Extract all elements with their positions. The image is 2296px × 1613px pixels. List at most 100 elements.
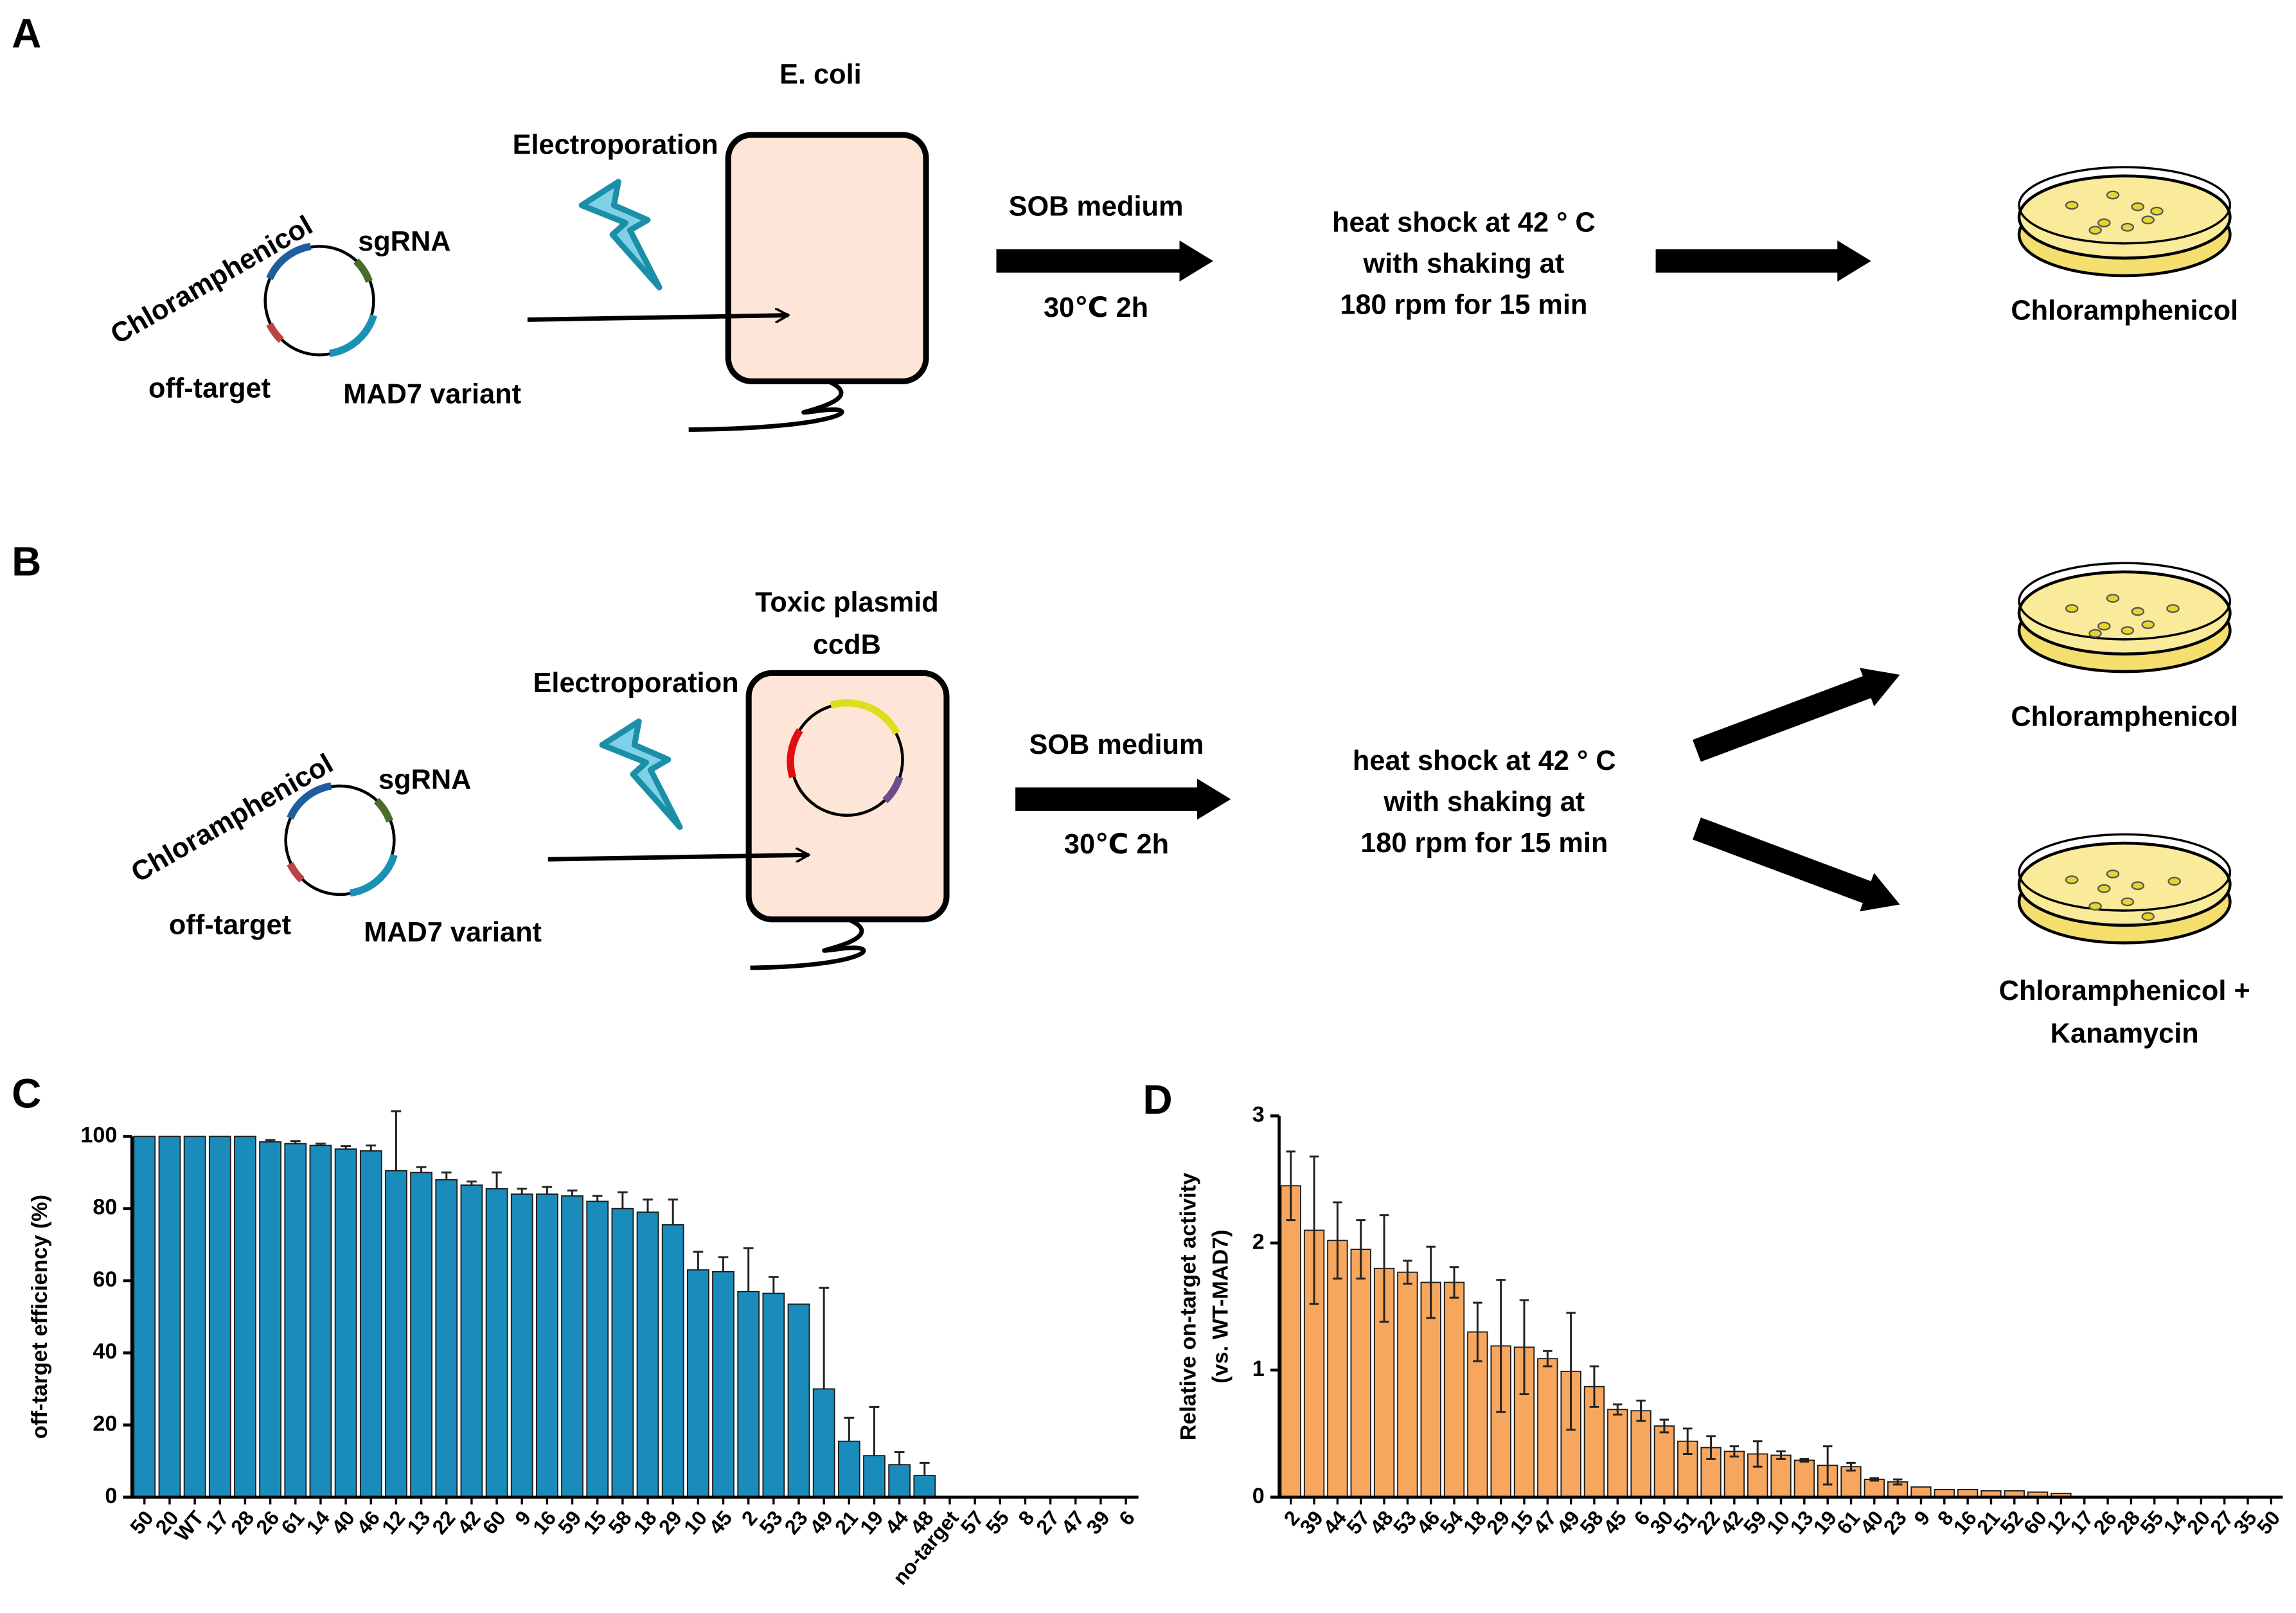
bar [1793,1459,1815,1498]
error-bar [1892,1478,1903,1486]
error-bar [1309,1155,1319,1305]
bar [712,1270,734,1498]
y-tick-label: 80 [93,1195,117,1220]
label: Chloramphenicol [2011,295,2238,326]
error-bar [1799,1457,1810,1463]
error-bar [467,1181,477,1186]
x-tick-label: 50 [2252,1506,2284,1538]
arrow [527,316,788,320]
y-tick-label: 20 [93,1411,117,1436]
y-tick-label: 3 [1252,1102,1265,1127]
label: Electroporation [533,668,739,699]
bar [485,1188,508,1498]
bar [1350,1249,1371,1498]
bar [1723,1450,1745,1498]
y-axis-label: off-target efficiency (%) [28,1195,52,1439]
label: Chloramphenicol [2011,702,2238,733]
bar [561,1195,583,1498]
error-bar [416,1166,427,1173]
label: Chloramphenicol [126,748,338,889]
label: 180 rpm for 15 min [1360,828,1608,859]
label: 30℃ 2h [1044,292,1148,323]
bar [183,1136,206,1498]
error-bar [1426,1245,1436,1319]
bar [259,1141,281,1498]
bar [208,1136,231,1498]
bar [863,1455,885,1498]
error-bar [668,1199,679,1225]
bar [1864,1479,1885,1498]
cell [745,670,950,923]
error-bar [1379,1214,1389,1323]
flagellum [688,379,844,432]
plasmid [284,782,398,897]
bar [1327,1240,1348,1498]
bar [1910,1486,1932,1498]
lightning [599,718,683,830]
host-label: ccdB [813,630,881,661]
thick-arrow [1693,668,1900,762]
bar [460,1184,483,1498]
error-bar [1822,1445,1833,1486]
error-bar [1659,1418,1669,1434]
label: off-target [148,373,271,404]
error-bar [1496,1279,1506,1413]
y-tick-label: 2 [1252,1229,1265,1254]
label: MAD7 variant [343,379,521,410]
error-bar [618,1191,628,1209]
error-bar [718,1256,729,1272]
bar [837,1440,860,1498]
bar [1770,1454,1792,1498]
error-bar [1286,1150,1295,1222]
label: Kanamycin [2051,1018,2199,1049]
bar-chart: D Relative on-target activity (vs. WT-MAD7… [1143,1076,2285,1538]
bar [234,1136,256,1498]
bar [1653,1425,1675,1498]
label: Chloramphenicol + [1999,976,2250,1006]
thick-arrow [1655,240,1871,282]
error-bar [819,1287,829,1389]
error-bar [919,1461,930,1476]
label: MAD7 variant [364,917,542,948]
error-bar [1333,1201,1342,1280]
plate [2017,833,2232,945]
bar [1840,1466,1862,1498]
label: sgRNA [358,226,450,257]
error-bar [1776,1450,1786,1460]
bar [158,1136,181,1498]
error-bar [1356,1219,1366,1280]
label: 180 rpm for 15 min [1340,289,1587,320]
bar [510,1193,533,1498]
x-tick-label: WT [170,1506,209,1546]
plate [2017,166,2232,278]
thick-arrow [1693,817,1900,912]
bar [1443,1281,1465,1498]
lightning [578,179,663,290]
bar [334,1148,357,1498]
bar [586,1200,609,1498]
error-bar [1729,1445,1740,1457]
y-tick-label: 1 [1252,1357,1265,1381]
x-tick-label: 55 [981,1506,1013,1538]
panel-label: D [1143,1076,1173,1123]
error-bar [1682,1427,1693,1455]
panel-b: B Toxic plasmid ccdB Electroporation Chl… [12,538,2250,1049]
bar [661,1224,684,1498]
bar [787,1303,810,1498]
label: off-target [169,910,291,941]
bar [888,1464,911,1498]
bar [284,1143,307,1498]
error-bar [869,1405,880,1456]
y-axis-label: Relative on-target activity [1177,1173,1201,1440]
error-bar [894,1451,905,1465]
x-tick-label: 39 [1081,1506,1114,1538]
y-tick-label: 60 [93,1267,117,1292]
bar [410,1172,432,1498]
bar [762,1292,785,1498]
x-tick-label: 45 [704,1506,736,1538]
bar [1537,1358,1558,1498]
flagellum [750,917,866,970]
bar [309,1145,332,1498]
